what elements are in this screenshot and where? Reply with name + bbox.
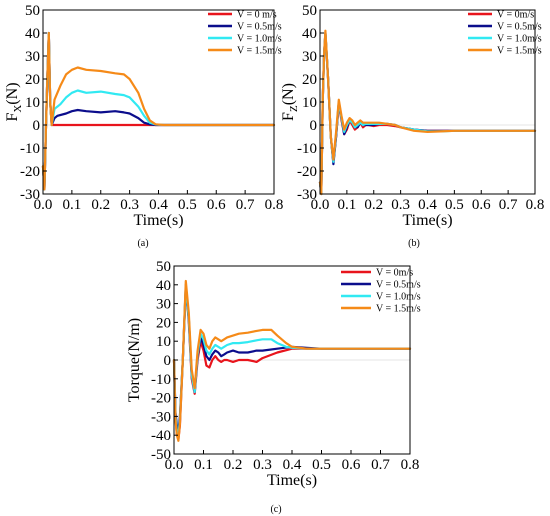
y-tick-label: -10 — [20, 141, 40, 157]
x-tick-label: 0.7 — [499, 197, 518, 213]
y-tick-label: 0 — [310, 118, 318, 134]
legend-label: V = 1.5m/s — [237, 46, 282, 57]
x-tick-label: 0.0 — [34, 197, 53, 213]
x-tick-label: 0.6 — [207, 197, 226, 213]
x-tick-label: 0.0 — [311, 197, 330, 213]
x-tick-label: 0.8 — [401, 457, 420, 473]
series-line-1 — [318, 31, 537, 196]
chart-fx: 0.0 0.1 0.2 0.3 0.4 0.5 0.6 0.7 0.8 -30 -20 -10 0 10 2… — [4, 3, 283, 249]
y-tick-label: -20 — [20, 164, 40, 180]
x-tick-label: 0.5 — [312, 457, 331, 473]
x-tick-label: 0.7 — [236, 197, 255, 213]
series-line-4 — [172, 279, 412, 442]
series-line-3 — [318, 31, 537, 196]
x-tick-label: 0.1 — [194, 457, 213, 473]
x-tick-label: 0.1 — [338, 197, 357, 213]
panel-label: (a) — [137, 238, 148, 249]
legend-label: V = 1.0m/s — [376, 292, 421, 303]
series-line-4 — [41, 31, 276, 191]
x-axis-label: Time(s) — [402, 212, 452, 229]
y-tick-label: 20 — [25, 72, 40, 88]
y-tick-label: -30 — [20, 187, 40, 203]
series-line-2 — [318, 31, 537, 196]
x-tick-label: 0.7 — [371, 457, 390, 473]
y-tick-label: 20 — [302, 72, 317, 88]
y-tick-label: -10 — [297, 141, 317, 157]
y-axis-label: FZ(N) — [280, 83, 300, 121]
x-tick-label: 0.3 — [120, 197, 139, 213]
y-tick-label: 20 — [156, 315, 171, 331]
x-tick-label: 0.4 — [283, 457, 302, 473]
x-tick-label: 0.2 — [91, 197, 110, 213]
legend-label: V = 1.0m/s — [237, 34, 282, 45]
x-tick-label: 0.5 — [445, 197, 464, 213]
y-axis-label: FX(N) — [4, 82, 24, 121]
legend-label: V = 0m/s — [376, 268, 413, 279]
legend-label: V = 0m/s — [497, 10, 534, 21]
y-tick-label: -10 — [151, 372, 171, 388]
y-tick-label: 10 — [156, 334, 171, 350]
x-tick-label: 0.5 — [178, 197, 197, 213]
x-tick-label: 0.6 — [342, 457, 361, 473]
series-line-1 — [172, 283, 412, 441]
y-tick-label: 0 — [33, 118, 41, 134]
x-tick-label: 0.4 — [418, 197, 437, 213]
y-tick-label: 30 — [156, 297, 171, 313]
legend-label: V = 1.5m/s — [376, 304, 421, 315]
legend-label: V = 1.0m/s — [497, 34, 542, 45]
legend-label: V = 1.5m/s — [497, 46, 542, 57]
y-tick-label: 10 — [302, 95, 317, 111]
legend-label: V = 0.5m/s — [376, 280, 421, 291]
x-tick-label: 0.2 — [364, 197, 383, 213]
y-tick-label: 40 — [25, 26, 40, 42]
x-tick-label: 0.8 — [526, 197, 545, 213]
y-tick-label: 50 — [25, 3, 40, 19]
x-tick-label: 0.3 — [253, 457, 272, 473]
x-tick-label: 0.6 — [472, 197, 491, 213]
y-tick-label: 40 — [302, 26, 317, 42]
x-axis-label: Time(s) — [267, 472, 317, 489]
x-tick-label: 0.2 — [224, 457, 243, 473]
y-tick-label: 30 — [302, 49, 317, 65]
chart-torque: 0.0 0.1 0.2 0.3 0.4 0.5 0.6 0.7 0.8 -50 -40 -30 -20 -… — [126, 259, 421, 515]
legend-label: V = 0.5m/s — [497, 22, 542, 33]
panel-label: (c) — [270, 504, 281, 515]
series-line-4 — [318, 29, 537, 196]
legend-label: V = 0.5m/s — [237, 22, 282, 33]
y-tick-label: -30 — [151, 409, 171, 425]
x-tick-label: 0.1 — [63, 197, 82, 213]
x-tick-label: 0.0 — [165, 457, 184, 473]
y-tick-label: 50 — [302, 3, 317, 19]
y-axis-label: Torque(N/m) — [126, 318, 143, 402]
y-tick-label: -50 — [151, 447, 171, 463]
y-tick-label: -20 — [297, 164, 317, 180]
y-tick-label: 40 — [156, 278, 171, 294]
panel-label: (b) — [408, 238, 420, 249]
y-tick-label: -30 — [297, 187, 317, 203]
y-tick-label: 50 — [156, 259, 171, 275]
y-tick-label: 0 — [164, 353, 172, 369]
x-tick-label: 0.8 — [265, 197, 284, 213]
x-tick-label: 0.3 — [391, 197, 410, 213]
y-tick-label: -40 — [151, 428, 171, 444]
x-tick-label: 0.4 — [149, 197, 168, 213]
y-tick-label: 10 — [25, 95, 40, 111]
y-tick-label: 30 — [25, 49, 40, 65]
x-axis-label: Time(s) — [133, 212, 183, 229]
legend-label: V = 0 m/s — [237, 10, 277, 21]
chart-fz: 0.0 0.1 0.2 0.3 0.4 0.5 0.6 0.7 0.8 -30 -20 -10 0 10 2… — [280, 3, 544, 249]
y-tick-label: -20 — [151, 391, 171, 407]
